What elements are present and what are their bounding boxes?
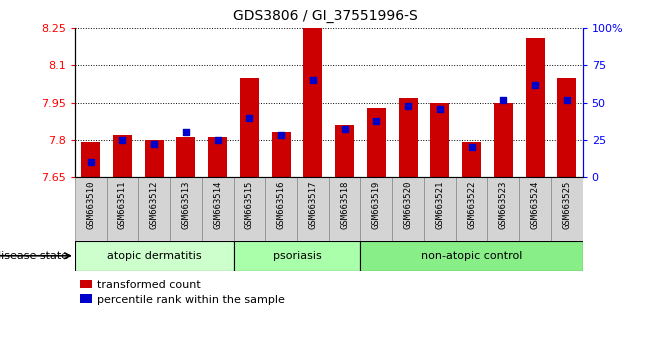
- Bar: [113, 135, 132, 177]
- Bar: [75, 177, 107, 241]
- Bar: [430, 103, 449, 177]
- Text: GSM663512: GSM663512: [150, 180, 159, 229]
- Bar: [493, 103, 513, 177]
- Point: [149, 142, 159, 147]
- Text: GSM663513: GSM663513: [182, 180, 191, 229]
- Point: [308, 78, 318, 83]
- Bar: [525, 38, 544, 177]
- Bar: [145, 140, 164, 177]
- Text: GSM663514: GSM663514: [213, 180, 222, 229]
- Point: [117, 137, 128, 143]
- Point: [562, 97, 572, 103]
- Bar: [557, 78, 576, 177]
- Bar: [361, 177, 392, 241]
- Bar: [240, 78, 259, 177]
- Bar: [456, 177, 488, 241]
- Text: psoriasis: psoriasis: [273, 251, 322, 261]
- Point: [530, 82, 540, 88]
- Bar: [392, 177, 424, 241]
- Text: GSM663511: GSM663511: [118, 180, 127, 229]
- Legend: transformed count, percentile rank within the sample: transformed count, percentile rank withi…: [81, 280, 285, 304]
- Bar: [488, 177, 519, 241]
- Point: [244, 115, 255, 120]
- Text: atopic dermatitis: atopic dermatitis: [107, 251, 202, 261]
- Text: GDS3806 / GI_37551996-S: GDS3806 / GI_37551996-S: [233, 9, 418, 23]
- Text: GSM663518: GSM663518: [340, 180, 349, 229]
- Text: GSM663519: GSM663519: [372, 180, 381, 229]
- Bar: [367, 108, 386, 177]
- Bar: [107, 177, 138, 241]
- Bar: [234, 241, 361, 271]
- Point: [339, 127, 350, 132]
- Bar: [234, 177, 266, 241]
- Bar: [170, 177, 202, 241]
- Text: non-atopic control: non-atopic control: [421, 251, 522, 261]
- Bar: [81, 142, 100, 177]
- Point: [403, 103, 413, 108]
- Bar: [551, 177, 583, 241]
- Text: GSM663523: GSM663523: [499, 180, 508, 229]
- Point: [498, 97, 508, 103]
- Text: GSM663525: GSM663525: [562, 180, 572, 229]
- Text: disease state: disease state: [0, 251, 68, 261]
- Point: [371, 118, 381, 123]
- Text: GSM663522: GSM663522: [467, 180, 476, 229]
- Bar: [202, 177, 234, 241]
- Point: [212, 137, 223, 143]
- Text: GSM663521: GSM663521: [436, 180, 445, 229]
- Point: [435, 106, 445, 112]
- Bar: [329, 177, 361, 241]
- Bar: [462, 142, 481, 177]
- Text: GSM663510: GSM663510: [86, 180, 95, 229]
- Bar: [398, 98, 418, 177]
- Bar: [297, 177, 329, 241]
- Text: GSM663515: GSM663515: [245, 180, 254, 229]
- Text: GSM663516: GSM663516: [277, 180, 286, 229]
- Bar: [271, 132, 290, 177]
- Bar: [519, 177, 551, 241]
- Point: [466, 144, 477, 150]
- Bar: [75, 241, 234, 271]
- Point: [276, 132, 286, 138]
- Point: [181, 130, 191, 135]
- Bar: [139, 177, 170, 241]
- Text: GSM663517: GSM663517: [309, 180, 318, 229]
- Text: GSM663520: GSM663520: [404, 180, 413, 229]
- Bar: [424, 177, 456, 241]
- Bar: [266, 177, 297, 241]
- Bar: [303, 28, 322, 177]
- Point: [85, 159, 96, 165]
- Bar: [335, 125, 354, 177]
- Text: GSM663524: GSM663524: [531, 180, 540, 229]
- Bar: [176, 137, 195, 177]
- Bar: [361, 241, 583, 271]
- Bar: [208, 137, 227, 177]
